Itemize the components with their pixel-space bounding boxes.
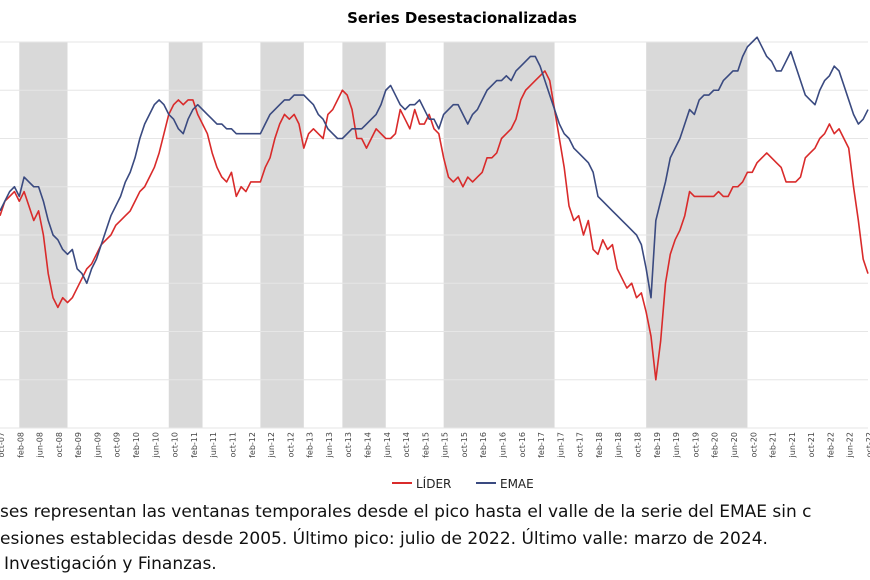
x-tick-label: oct-20: [749, 432, 758, 458]
x-tick-label: oct-14: [402, 432, 411, 458]
x-tick-label: feb-18: [595, 432, 604, 458]
x-tick-label: oct-11: [228, 432, 237, 458]
x-tick-label: oct-13: [344, 432, 353, 458]
x-tick-label: feb-22: [826, 432, 835, 458]
x-tick-label: jun-16: [499, 432, 508, 458]
x-tick-label: oct-10: [171, 432, 180, 458]
footnote-line-1: ses representan las ventanas temporales …: [0, 502, 812, 522]
x-tick-label: jun-22: [846, 432, 855, 458]
x-axis-tick-labels: oct-07 feb-08 jun-08 oct-08 feb-09 jun-09 oct-…: [0, 432, 870, 458]
legend: LÍDER EMAE: [392, 476, 534, 490]
footnote-line-2: esiones establecidas desde 2005. Último …: [0, 529, 768, 549]
x-tick-label: feb-19: [653, 432, 662, 458]
x-tick-label: oct-16: [518, 432, 527, 458]
x-tick-label: jun-13: [325, 432, 334, 458]
x-tick-label: jun-20: [730, 432, 739, 458]
legend-label-emae: EMAE: [500, 477, 534, 490]
chart-title: Series Desestacionalizadas: [347, 9, 577, 27]
legend-label-lider: LÍDER: [416, 476, 451, 490]
chart: oct-07 feb-08 jun-08 oct-08 feb-09 jun-09 oct-…: [0, 9, 870, 490]
x-tick-label: oct-17: [576, 432, 585, 458]
series-lines: [0, 36, 869, 381]
x-tick-label: feb-15: [421, 432, 430, 458]
x-tick-label: feb-20: [711, 432, 720, 458]
x-tick-label: feb-14: [363, 432, 372, 458]
x-tick-label: oct-09: [113, 432, 122, 458]
x-tick-label: oct-18: [634, 432, 643, 458]
x-tick-label: oct-08: [55, 432, 64, 458]
x-tick-label: jun-08: [36, 432, 45, 458]
footnote-line-3: Investigación y Finanzas.: [4, 554, 217, 574]
x-tick-label: oct-07: [0, 432, 6, 458]
x-tick-label: jun-15: [441, 432, 450, 458]
x-tick-label: feb-08: [16, 432, 25, 458]
x-tick-label: oct-21: [807, 432, 816, 458]
x-tick-label: feb-17: [537, 432, 546, 458]
x-tick-label: oct-15: [460, 432, 469, 458]
x-tick-label: jun-19: [672, 432, 681, 458]
x-tick-label: feb-21: [769, 432, 778, 458]
x-tick-label: jun-18: [614, 432, 623, 458]
x-tick-label: feb-13: [306, 432, 315, 458]
x-tick-label: jun-21: [788, 432, 797, 458]
x-tick-label: oct-22: [865, 432, 870, 458]
x-tick-label: jun-10: [151, 432, 160, 458]
x-tick-label: jun-09: [93, 432, 102, 458]
x-tick-label: jun-12: [267, 432, 276, 458]
x-tick-label: oct-19: [691, 432, 700, 458]
series-line-lider: [0, 70, 869, 381]
x-tick-label: feb-10: [132, 432, 141, 458]
x-tick-label: jun-17: [556, 432, 565, 458]
x-tick-label: oct-12: [286, 432, 295, 458]
x-tick-label: jun-14: [383, 432, 392, 458]
x-tick-label: jun-11: [209, 432, 218, 458]
x-tick-label: feb-09: [74, 432, 83, 458]
x-tick-label: feb-16: [479, 432, 488, 458]
x-tick-label: feb-12: [248, 432, 257, 458]
series-line-emae: [0, 36, 869, 299]
x-tick-label: feb-11: [190, 432, 199, 458]
